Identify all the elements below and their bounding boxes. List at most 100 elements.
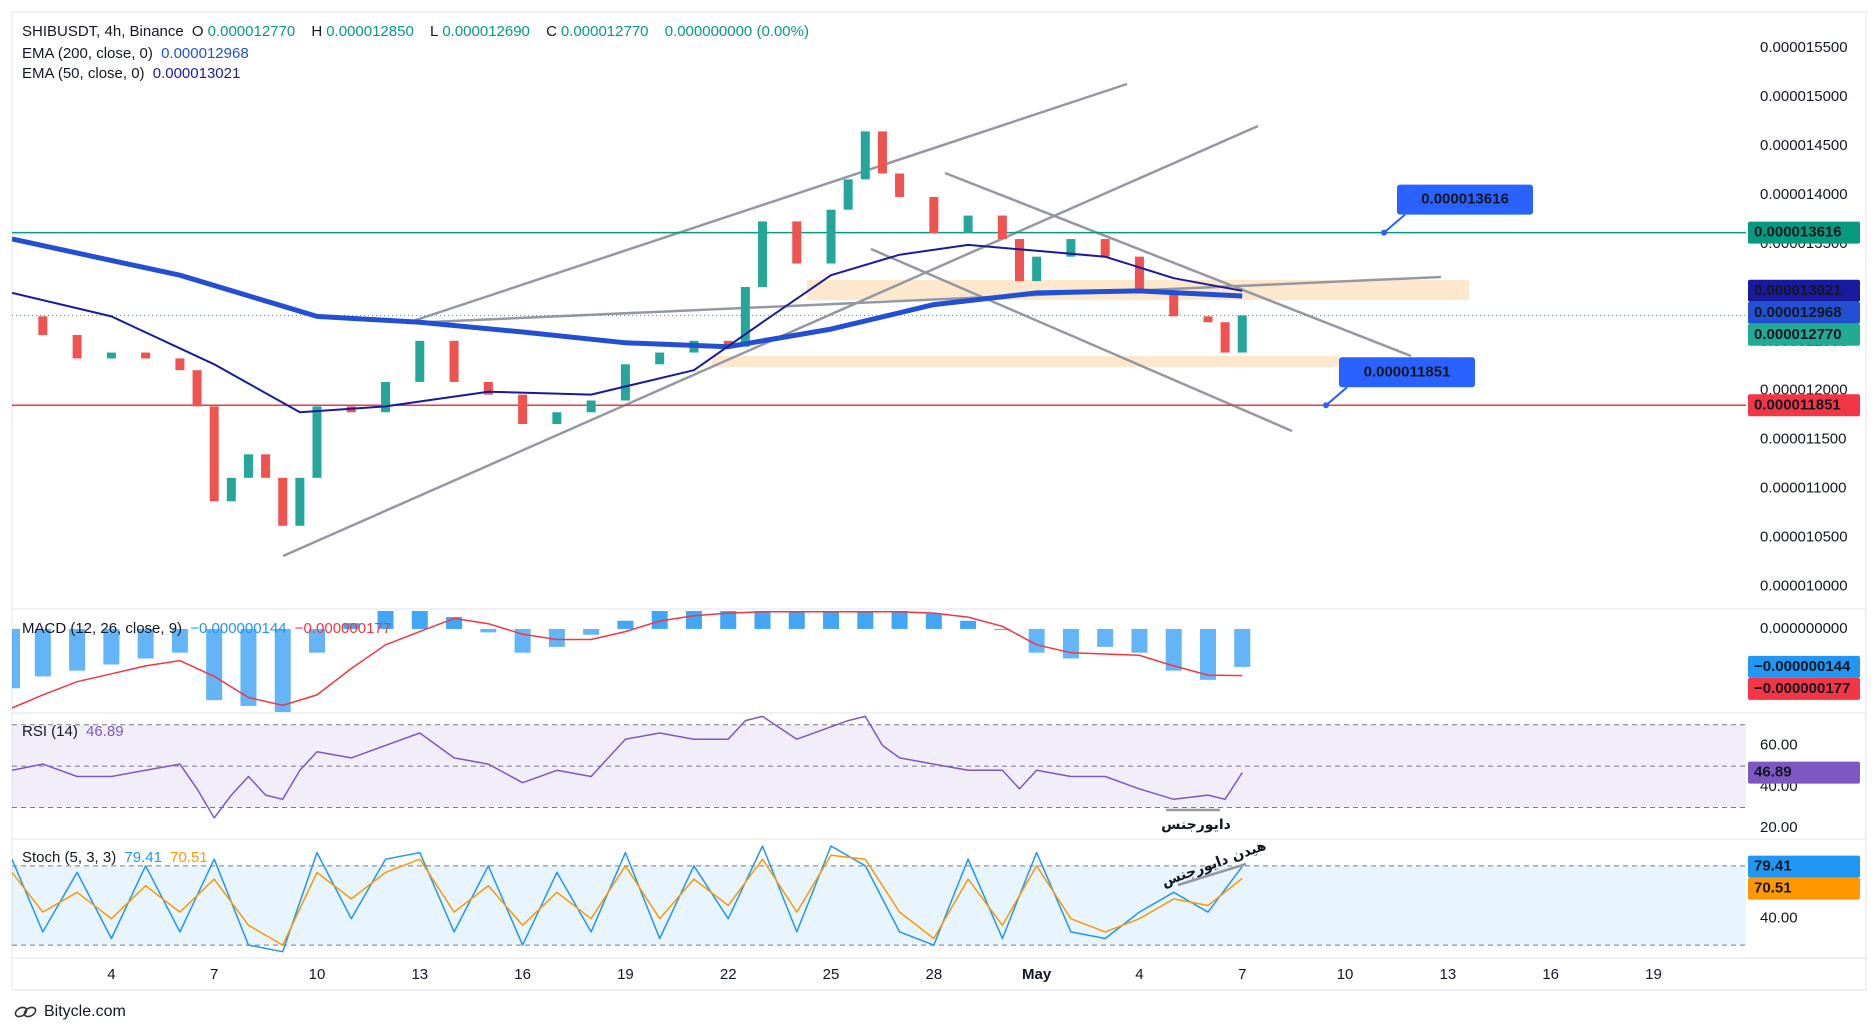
- pane: [12, 845, 1746, 953]
- histogram-bar: [480, 628, 497, 633]
- histogram-bar: [1234, 628, 1251, 667]
- candle: [38, 316, 48, 335]
- candle: [141, 352, 151, 359]
- candle: [757, 221, 767, 287]
- macd-legend: MACD (12, 26, close, 9) −0.000000144 −0.…: [22, 620, 395, 637]
- legend-value: 70.51: [170, 849, 208, 866]
- y-tick-label: 40.00: [1760, 910, 1798, 927]
- legend-value: 0.000013021: [152, 65, 241, 82]
- histogram-bar: [925, 613, 942, 629]
- histogram-bar: [1199, 628, 1216, 680]
- histogram-bar: [891, 611, 908, 629]
- x-tick-label: 19: [1645, 966, 1662, 983]
- candle: [278, 477, 288, 526]
- price-tag-label: 79.41: [1754, 858, 1792, 875]
- legend-value: −0.000000177: [294, 620, 392, 637]
- histogram-bar: [1097, 628, 1114, 647]
- footer: Bitycle.com: [14, 1003, 126, 1021]
- price-tag-label: 0.000013021: [1754, 282, 1842, 299]
- histogram-bar: [960, 620, 977, 629]
- legend-value: −0.000000144: [190, 620, 287, 637]
- candle: [175, 358, 185, 371]
- y-tick-label: 0.000010500: [1760, 528, 1848, 545]
- candle: [620, 364, 630, 401]
- ohlc-key: H: [311, 23, 323, 40]
- x-tick-label: 25: [823, 966, 840, 983]
- histogram-bar: [788, 611, 805, 629]
- candle: [792, 221, 802, 264]
- callout-box: [1397, 184, 1533, 215]
- pane: [12, 715, 1746, 819]
- histogram-bar: [171, 628, 188, 653]
- legend-name: EMA (200, close, 0): [22, 45, 153, 62]
- price-tag: [1748, 855, 1860, 878]
- ohlc-value: 0.000012850: [326, 23, 414, 40]
- price-tag: [1748, 394, 1860, 417]
- x-tick-label: May: [1022, 966, 1052, 983]
- price-tag-label: 0.000012968: [1754, 304, 1842, 321]
- price-tag-label: 46.89: [1754, 764, 1792, 781]
- x-tick-label: 10: [309, 966, 326, 983]
- histogram-bar: [12, 628, 20, 689]
- price-tag: [1748, 655, 1860, 678]
- price-tag: [1748, 301, 1860, 324]
- x-tick-label: 7: [210, 966, 218, 983]
- divergence-line: [1177, 862, 1247, 887]
- histogram-bar: [754, 611, 771, 629]
- series-line: [12, 715, 1243, 819]
- rsi-legend: RSI (14) 46.89: [22, 723, 128, 740]
- candle: [483, 381, 493, 395]
- x-tick-label: 16: [1542, 966, 1559, 983]
- candle: [1015, 239, 1025, 282]
- candle: [381, 381, 391, 413]
- histogram-bar: [1062, 628, 1079, 659]
- zone: [712, 356, 1340, 367]
- callout-dot: [1323, 402, 1329, 409]
- candle: [449, 340, 459, 382]
- ohlc-key: L: [429, 23, 439, 40]
- histogram-bar: [651, 611, 668, 629]
- candle: [843, 179, 853, 210]
- series-line: [12, 243, 1243, 414]
- histogram-bar: [69, 628, 86, 671]
- candle: [1169, 292, 1179, 317]
- candle: [192, 370, 202, 407]
- candle: [518, 394, 528, 424]
- y-tick-label: 0.000011500: [1760, 431, 1846, 448]
- ohlc-value: 0.000012690: [442, 23, 530, 40]
- trendline: [406, 82, 1128, 325]
- callout-box: [1339, 357, 1475, 388]
- ohlc-value: 0.000012770: [207, 23, 296, 40]
- price-tag: [1748, 221, 1860, 244]
- candle: [929, 196, 939, 234]
- histogram-bar: [446, 617, 463, 629]
- y-tick-label: 0.000000000: [1760, 620, 1848, 637]
- candle: [1203, 316, 1213, 323]
- x-tick-label: 28: [925, 966, 942, 983]
- ohlc-key: O: [191, 23, 204, 40]
- x-tick-label: 16: [514, 966, 531, 983]
- price-tag-label: 70.51: [1754, 880, 1792, 897]
- candle: [1066, 239, 1076, 257]
- series-line: [12, 236, 1243, 350]
- layer: 0.000015500 0.000015000 0.000014500 0.00001…: [12, 39, 1860, 983]
- histogram-bar: [823, 611, 840, 629]
- legend-name: EMA (50, close, 0): [22, 65, 145, 82]
- histogram-bar: [1131, 628, 1148, 653]
- x-tick-label: 10: [1337, 966, 1354, 983]
- candle: [261, 454, 271, 478]
- candle: [997, 215, 1007, 240]
- callout-pointer: [1383, 213, 1406, 234]
- y-tick-label: 0.000010000: [1760, 577, 1848, 594]
- legend-value: 0.000012968: [161, 45, 249, 62]
- candle: [895, 173, 905, 197]
- candle: [826, 209, 836, 264]
- candle: [740, 286, 750, 347]
- legend-name: RSI (14): [22, 723, 78, 740]
- price-tag-label: 0.000011851: [1754, 396, 1841, 413]
- trendline: [870, 247, 1293, 433]
- candle: [106, 352, 116, 359]
- price-tag-label: −0.000000177: [1754, 680, 1850, 697]
- x-tick-label: 7: [1238, 966, 1246, 983]
